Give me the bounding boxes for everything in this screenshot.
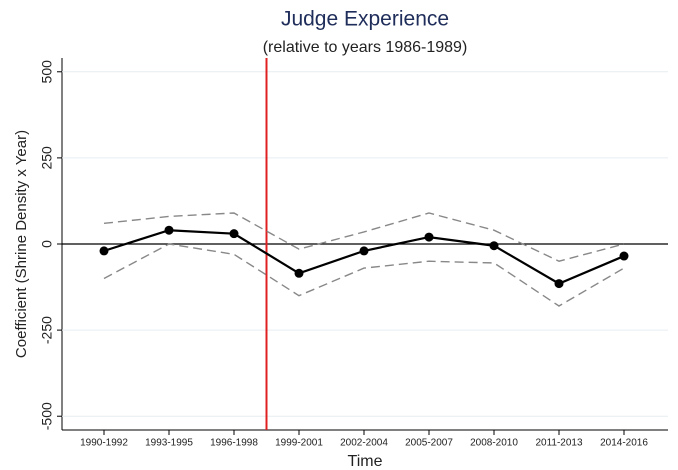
y-tick-label: 500 [39,60,55,84]
x-tick-label: 2002-2004 [340,438,388,449]
x-tick-label: 2005-2007 [405,438,453,449]
ci-line [103,212,625,262]
point [359,246,369,256]
x-axis-label: Time [348,453,383,470]
x-tick-label: 1999-2001 [275,438,323,449]
point [294,268,304,278]
point [619,251,629,261]
ci-line [103,243,625,307]
point [99,246,109,256]
x-tick-label: 1993-1995 [145,438,193,449]
point [489,241,499,251]
x-tick-label: 2008-2010 [470,438,518,449]
point [424,232,434,242]
y-tick-label: 0 [39,240,55,248]
y-tick-label: 250 [39,146,55,170]
chart-title: Judge Experience [281,8,449,31]
point [554,279,564,289]
x-tick-label: 1990-1992 [80,438,128,449]
point [229,229,239,239]
y-tick-label: -250 [39,316,55,344]
x-tick-label: 1996-1998 [210,438,258,449]
chart-subtitle: (relative to years 1986-1989) [263,39,468,56]
y-axis-label: Coefficient (Shrine Density x Year) [13,130,30,358]
x-tick-label: 2011-2013 [535,438,583,449]
estimate-line [103,229,625,285]
y-tick-label: -500 [39,402,55,430]
x-tick-label: 2014-2016 [600,438,648,449]
point [164,225,174,235]
